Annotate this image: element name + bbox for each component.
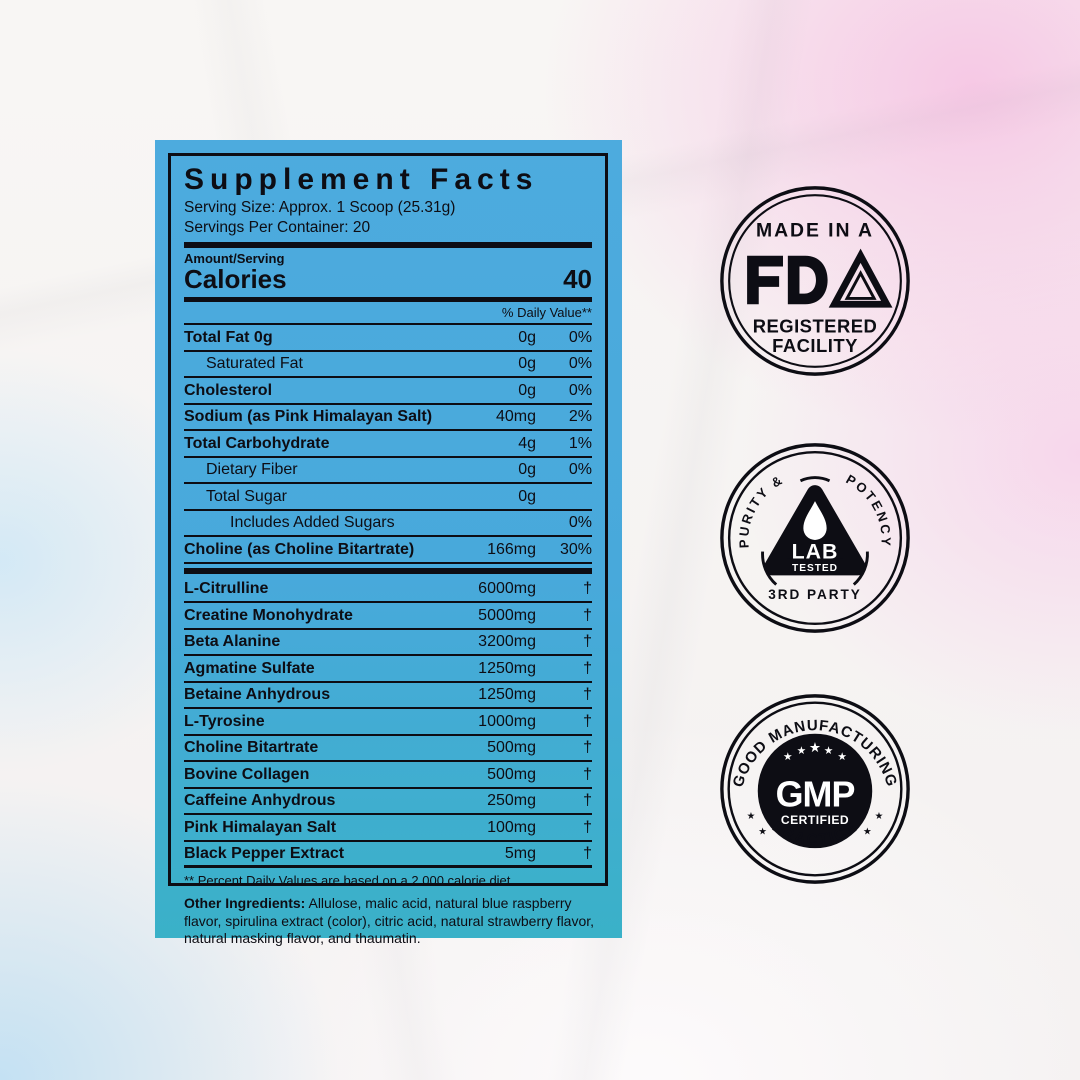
gmp-top-stars-icon: ★ ★ ★ ★ ★: [783, 740, 847, 763]
svg-text:★: ★: [863, 827, 872, 838]
table-row: Caffeine Anhydrous 250mg †: [184, 789, 592, 816]
fda-logo-icon: [747, 248, 893, 308]
other-ingredients: Other Ingredients: Allulose, malic acid,…: [184, 895, 606, 948]
svg-text:POTENCY: POTENCY: [844, 471, 894, 548]
table-row: Dietary Fiber 0g 0%: [184, 458, 592, 485]
daily-value-header: % Daily Value**: [184, 302, 592, 326]
svg-text:★: ★: [783, 751, 793, 763]
table-row: Includes Added Sugars 0%: [184, 511, 592, 538]
table-row: Choline (as Choline Bitartrate) 166mg 30…: [184, 537, 592, 564]
badge-inner-ring: [728, 194, 902, 368]
table-row: Agmatine Sulfate 1250mg †: [184, 656, 592, 683]
gmp-badge-icon: ★ ★ ★ ★ ★ GMP CERTIFIED ★ ★ ★ ★ GOOD MAN…: [720, 694, 910, 884]
table-row: Choline Bitartrate 500mg †: [184, 736, 592, 763]
lab-triangle-icon: [764, 485, 866, 576]
table-row: Sodium (as Pink Himalayan Salt) 40mg 2%: [184, 405, 592, 432]
lab-tested-3rd-party-badge: LAB TESTED PURITY & POTENCY 3RD PARTY: [718, 441, 912, 635]
svg-text:★: ★: [758, 827, 767, 838]
table-row: Cholesterol 0g 0%: [184, 378, 592, 405]
fda-bottom-text-1: REGISTERED: [753, 315, 878, 336]
other-ingredients-label: Other Ingredients:: [184, 895, 306, 911]
table-row: Total Sugar 0g: [184, 484, 592, 511]
bracket-top-icon: [799, 476, 831, 483]
fda-registered-facility-badge: MADE IN A REGISTERED FACILITY: [718, 184, 912, 378]
svg-text:PURITY &: PURITY &: [736, 471, 786, 548]
water-drop-icon: [803, 501, 827, 540]
footnote-daily-value: ** Percent Daily Values are based on a 2…: [184, 873, 515, 886]
table-row: Black Pepper Extract 5mg †: [184, 842, 592, 869]
calories-value: 40: [563, 264, 592, 294]
gmp-side-stars-icon: ★ ★ ★ ★: [747, 811, 884, 838]
svg-text:★: ★: [824, 745, 834, 757]
badge-outer-ring: [720, 186, 910, 376]
table-row: Pink Himalayan Salt 100mg †: [184, 815, 592, 842]
badge-inner-ring: [727, 450, 903, 626]
ingredient-table: L-Citrulline 6000mg † Creatine Monohydra…: [184, 577, 592, 869]
table-row: L-Tyrosine 1000mg †: [184, 709, 592, 736]
gmp-center-disc: [757, 733, 873, 849]
lab-left-curved-text: PURITY &: [736, 471, 784, 548]
table-row: Total Fat 0g 0g 0%: [184, 325, 592, 352]
fda-badge-icon: MADE IN A REGISTERED FACILITY: [720, 186, 910, 376]
lab-tested-text: TESTED: [792, 563, 838, 574]
calories-label: Calories: [184, 264, 287, 294]
lab-bottom-text: 3RD PARTY: [768, 587, 861, 602]
gmp-center-text: GMP: [776, 774, 855, 814]
nutrient-table: Total Fat 0g 0g 0% Saturated Fat 0g 0% C…: [184, 325, 592, 564]
svg-text:★: ★: [797, 745, 807, 757]
badge-outer-ring: [720, 694, 910, 884]
amount-per-serving-label: Amount/Serving: [184, 251, 285, 266]
table-row: Creatine Monohydrate 5000mg †: [184, 603, 592, 630]
bracket-right-icon: [852, 551, 869, 586]
other-ingredients-text: Allulose, malic acid, natural blue raspb…: [184, 895, 595, 946]
table-row: Saturated Fat 0g 0%: [184, 352, 592, 379]
fda-bottom-text-2: FACILITY: [772, 335, 858, 356]
divider-mid: [184, 297, 592, 303]
svg-text:★: ★: [875, 811, 884, 822]
bracket-left-icon: [761, 551, 778, 586]
svg-text:★: ★: [747, 811, 756, 822]
servings-per-container: Servings Per Container: 20: [184, 219, 371, 236]
divider-thick: [184, 242, 592, 248]
badge-inner-ring: [727, 701, 903, 877]
table-row: Betaine Anhydrous 1250mg †: [184, 683, 592, 710]
calories-row: Calories 40: [184, 264, 592, 294]
gmp-certified-badge: ★ ★ ★ ★ ★ GMP CERTIFIED ★ ★ ★ ★ GOOD MAN…: [718, 692, 912, 886]
lab-badge-icon: LAB TESTED PURITY & POTENCY 3RD PARTY: [720, 443, 910, 633]
table-row: L-Citrulline 6000mg †: [184, 577, 592, 604]
serving-size: Serving Size: Approx. 1 Scoop (25.31g): [184, 199, 456, 216]
table-row: Total Carbohydrate 4g 1%: [184, 431, 592, 458]
svg-text:★: ★: [837, 751, 847, 763]
supplement-facts-box: Supplement Facts Serving Size: Approx. 1…: [168, 153, 608, 886]
badge-outer-ring: [720, 443, 910, 633]
lab-right-curved-text: POTENCY: [844, 471, 892, 548]
supplement-facts-title: Supplement Facts: [184, 163, 539, 196]
table-row: Beta Alanine 3200mg †: [184, 630, 592, 657]
lab-center-text: LAB: [792, 539, 839, 563]
fda-top-text: MADE IN A: [756, 219, 874, 241]
table-row: Bovine Collagen 500mg †: [184, 762, 592, 789]
supplement-facts-panel: Supplement Facts Serving Size: Approx. 1…: [155, 140, 622, 946]
svg-text:★: ★: [809, 740, 821, 755]
gmp-certified-text: CERTIFIED: [781, 813, 849, 827]
divider-thick-2: [184, 567, 592, 574]
